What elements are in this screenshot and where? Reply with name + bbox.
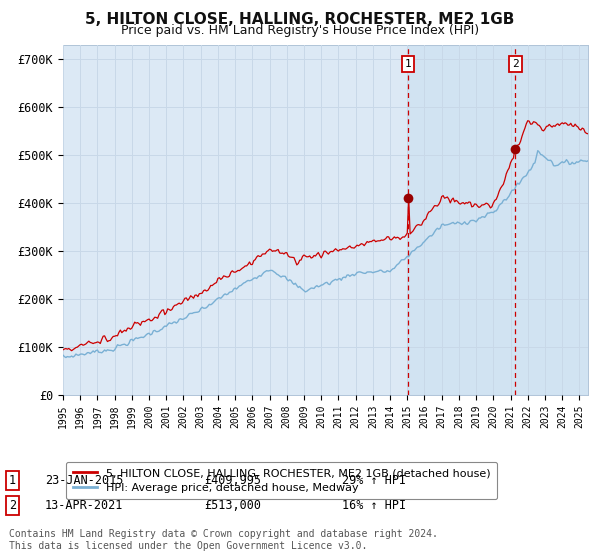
Text: 2: 2 (9, 498, 16, 512)
Text: 2: 2 (512, 59, 519, 69)
Text: 5, HILTON CLOSE, HALLING, ROCHESTER, ME2 1GB: 5, HILTON CLOSE, HALLING, ROCHESTER, ME2… (85, 12, 515, 27)
Text: 29% ↑ HPI: 29% ↑ HPI (342, 474, 406, 487)
Text: £409,995: £409,995 (204, 474, 261, 487)
Text: 16% ↑ HPI: 16% ↑ HPI (342, 498, 406, 512)
Text: 1: 1 (9, 474, 16, 487)
Bar (408, 45, 600, 395)
Text: 23-JAN-2015: 23-JAN-2015 (45, 474, 124, 487)
Text: £513,000: £513,000 (204, 498, 261, 512)
Text: 13-APR-2021: 13-APR-2021 (45, 498, 124, 512)
Text: Price paid vs. HM Land Registry's House Price Index (HPI): Price paid vs. HM Land Registry's House … (121, 24, 479, 37)
Text: 1: 1 (405, 59, 412, 69)
Legend: 5, HILTON CLOSE, HALLING, ROCHESTER, ME2 1GB (detached house), HPI: Average pric: 5, HILTON CLOSE, HALLING, ROCHESTER, ME2… (66, 461, 497, 500)
Text: Contains HM Land Registry data © Crown copyright and database right 2024.
This d: Contains HM Land Registry data © Crown c… (9, 529, 438, 551)
